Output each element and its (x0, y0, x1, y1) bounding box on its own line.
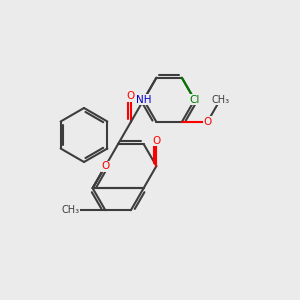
Text: CH₃: CH₃ (62, 205, 80, 215)
Text: O: O (203, 117, 211, 127)
Text: O: O (101, 161, 110, 171)
Text: NH: NH (136, 95, 152, 105)
Text: Cl: Cl (189, 95, 200, 105)
Text: CH₃: CH₃ (211, 95, 229, 105)
Text: O: O (152, 136, 160, 146)
Text: O: O (127, 92, 135, 101)
